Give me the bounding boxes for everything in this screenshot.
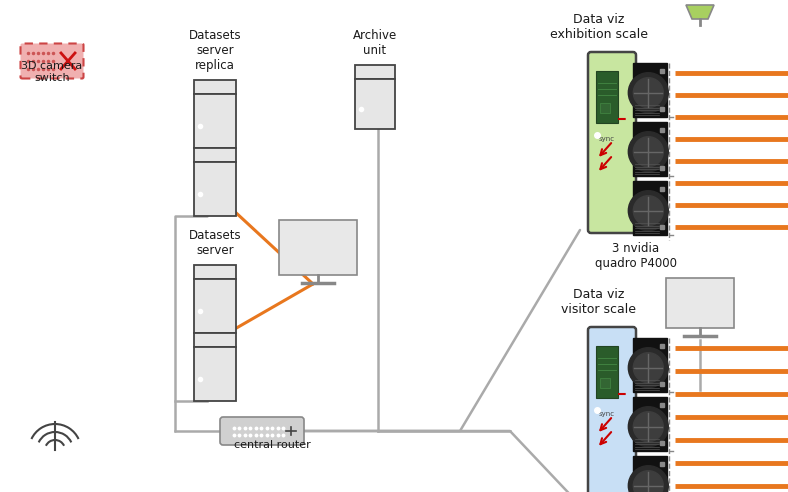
- Bar: [194, 279, 236, 333]
- Circle shape: [634, 78, 663, 108]
- Circle shape: [634, 137, 663, 167]
- Text: central router: central router: [233, 440, 310, 450]
- Circle shape: [628, 191, 668, 231]
- Bar: [600, 378, 610, 388]
- Text: Archive
unit: Archive unit: [353, 29, 397, 57]
- Circle shape: [634, 471, 663, 492]
- Bar: [194, 80, 236, 94]
- Bar: [279, 220, 357, 275]
- Text: sync: sync: [599, 411, 615, 417]
- Circle shape: [634, 196, 663, 226]
- Text: Data viz
exhibition scale: Data viz exhibition scale: [550, 13, 648, 41]
- Circle shape: [628, 73, 668, 113]
- Bar: [633, 456, 667, 492]
- Bar: [633, 397, 667, 451]
- Bar: [633, 63, 667, 117]
- Text: Datasets
server
replica: Datasets server replica: [188, 29, 241, 72]
- Text: 3 nvidia
quadro P4000: 3 nvidia quadro P4000: [595, 242, 677, 270]
- Text: Datasets
server: Datasets server: [188, 229, 241, 257]
- Bar: [633, 181, 667, 235]
- Circle shape: [634, 353, 663, 383]
- FancyBboxPatch shape: [20, 43, 84, 79]
- Circle shape: [634, 412, 663, 442]
- Bar: [666, 278, 734, 328]
- Bar: [194, 148, 236, 162]
- Circle shape: [628, 407, 668, 447]
- Polygon shape: [686, 5, 714, 19]
- Bar: [596, 346, 618, 398]
- Circle shape: [628, 132, 668, 172]
- Bar: [355, 65, 395, 79]
- Text: sync: sync: [599, 136, 615, 142]
- Bar: [194, 347, 236, 401]
- Bar: [355, 79, 395, 129]
- Text: 3D camera
switch: 3D camera switch: [21, 62, 83, 83]
- Text: Data viz
visitor scale: Data viz visitor scale: [562, 288, 637, 316]
- Bar: [633, 338, 667, 392]
- Bar: [596, 71, 618, 123]
- Bar: [194, 333, 236, 347]
- Bar: [600, 103, 610, 113]
- FancyBboxPatch shape: [588, 52, 636, 233]
- Bar: [194, 265, 236, 279]
- Bar: [194, 94, 236, 148]
- Bar: [633, 122, 667, 176]
- Circle shape: [628, 348, 668, 388]
- Bar: [194, 162, 236, 216]
- Circle shape: [628, 466, 668, 492]
- FancyBboxPatch shape: [588, 327, 636, 492]
- FancyBboxPatch shape: [220, 417, 304, 445]
